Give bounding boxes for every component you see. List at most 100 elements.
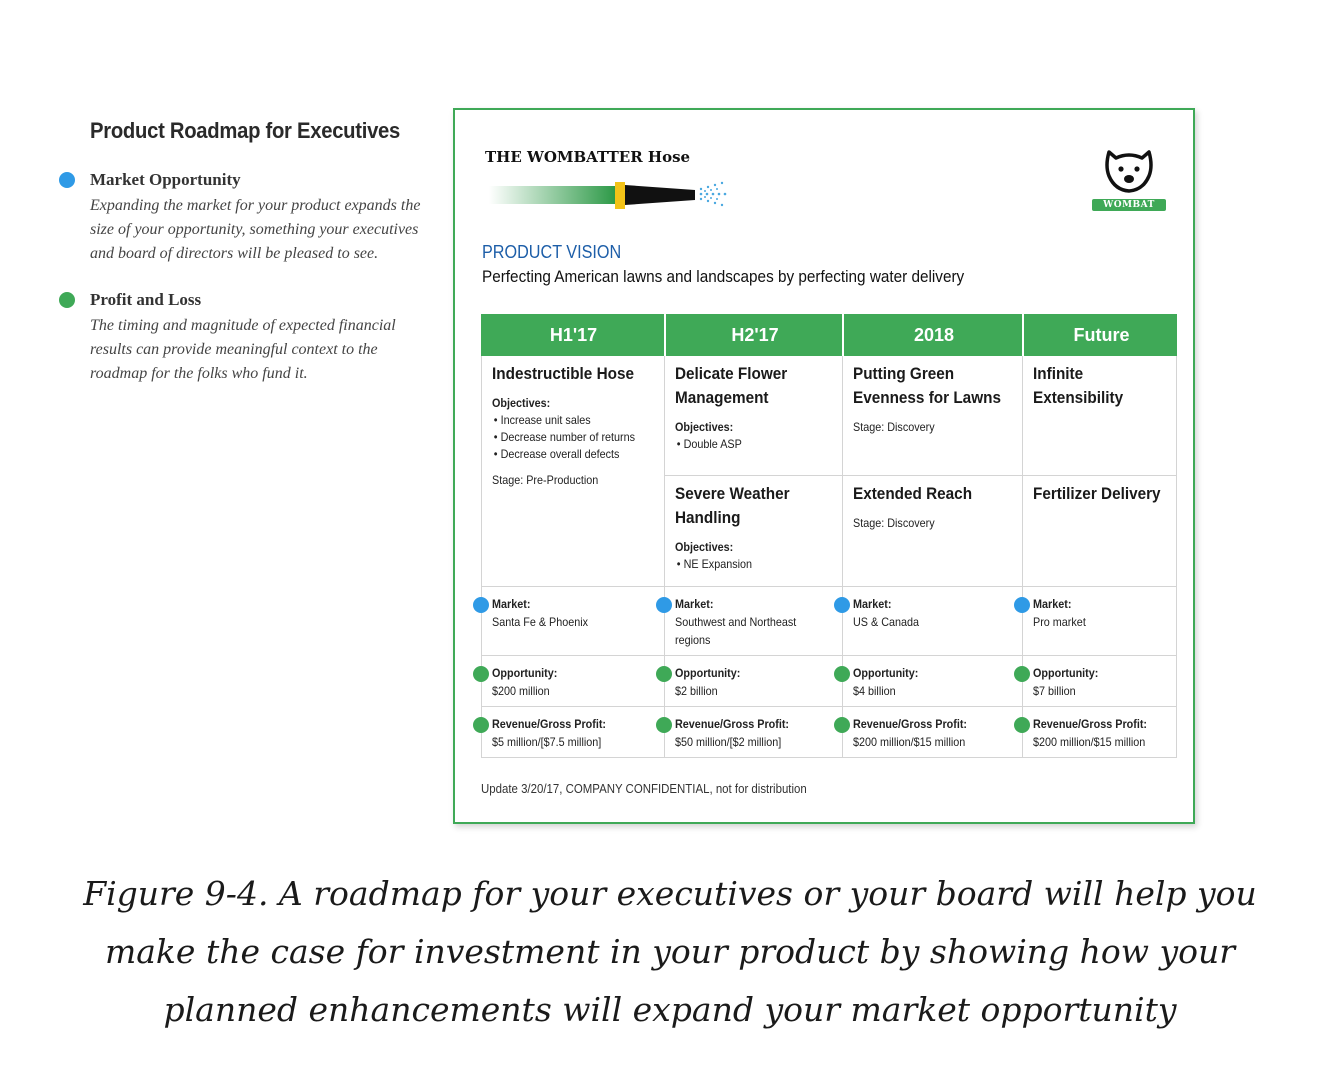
green-dot-icon [1014,666,1030,682]
market-value: Santa Fe & Phoenix [492,615,589,629]
product-vision-text: Perfecting American lawns and landscapes… [482,267,965,286]
market-label: Market: [1033,597,1072,611]
revenue-label: Revenue/Gross Profit: [1033,717,1148,731]
blue-dot-icon [473,597,489,613]
opportunity-label: Opportunity: [853,666,919,680]
objectives-block: Objectives: NE Expansion [675,538,834,573]
revenue-value: $200 million/$15 million [1033,735,1146,749]
opportunity-value: $7 billion [1033,684,1076,698]
feature-title: Indestructible Hose [492,364,634,383]
objective-item: Increase unit sales [492,412,656,429]
objective-item: Decrease number of returns [492,429,656,446]
feature-row-2: Severe Weather Handling Objectives: NE E… [664,476,1177,586]
feature-title: Delicate Flower Management [675,364,788,407]
opportunity-label: Opportunity: [492,666,558,680]
market-value: US & Canada [853,615,920,629]
feature-title: Severe Weather Handling [675,484,790,528]
blue-dot-icon [834,597,850,613]
market-label: Market: [492,597,531,611]
feature-cell-putting-green: Putting Green Evenness for Lawns Stage: … [842,356,1022,476]
opportunity-label: Opportunity: [1033,666,1099,680]
opportunity-row: Opportunity: $200 million Opportunity: $2 … [473,656,1177,707]
column-header: Future [1022,314,1177,356]
opportunity-cell: Opportunity: $7 billion [1014,656,1177,706]
objectives-label: Objectives: [675,540,734,555]
opportunity-cell: Opportunity: $200 million [473,656,664,706]
opportunity-value: $4 billion [853,684,896,698]
revenue-value: $200 million/$15 million [853,735,966,749]
feature-cell-extended-reach: Extended Reach Stage: Discovery [842,476,1022,586]
timeline-header: H1'17 H2'17 2018 Future [481,314,1177,356]
feature-cell-fertilizer-delivery: Fertilizer Delivery [1022,476,1177,586]
green-dot-icon [59,292,75,308]
column-header: H1'17 [549,325,598,345]
legend-heading: Market Opportunity [90,170,241,189]
feature-title: Infinite Extensibility [1033,364,1124,407]
revenue-cell: Revenue/Gross Profit: $5 million/[$7.5 mi… [473,707,664,757]
stage-text: Stage: Pre-Production [492,473,599,487]
stage-text: Stage: Discovery [853,516,935,531]
feature-cell-indestructible-hose: Indestructible Hose Objectives: Increase… [481,356,664,586]
revenue-label: Revenue/Gross Profit: [675,717,790,731]
feature-cell-severe-weather: Severe Weather Handling Objectives: NE E… [664,476,842,586]
wombat-logo: WOMBAT [1091,144,1167,211]
blue-dot-icon [656,597,672,613]
green-dot-icon [656,666,672,682]
confidential-note: Update 3/20/17, COMPANY CONFIDENTIAL, no… [481,781,807,796]
hose-icon [489,181,727,209]
wombat-face-icon [1105,150,1153,193]
objective-item: NE Expansion [675,556,834,573]
market-cell: Market: US & Canada [834,587,1022,655]
blue-dot-icon [1014,597,1030,613]
feature-title: Putting Green Evenness for Lawns [853,364,1001,407]
green-dot-icon [473,666,489,682]
revenue-cell: Revenue/Gross Profit: $200 million/$15 mi… [834,707,1022,757]
stage-text: Stage: Discovery [853,420,935,434]
opportunity-cell: Opportunity: $4 billion [834,656,1022,706]
column-header: H2'17 [664,314,842,356]
market-row: Market: Santa Fe & Phoenix Market: Southwe… [473,587,1177,656]
blue-dot-icon [59,172,75,188]
opportunity-value: $2 billion [675,684,718,698]
feature-title: Fertilizer Delivery [1033,484,1161,504]
green-dot-icon [473,717,489,733]
feature-cell-infinite-extensibility: Infinite Extensibility [1022,356,1177,476]
opportunity-value: $200 million [492,684,550,698]
feature-columns-right: Delicate Flower Management Objectives: D… [664,356,1177,586]
legend-item-market-opportunity: Market Opportunity Expanding the market … [56,170,436,266]
figure-caption: Figure 9-4. A roadmap for your executive… [83,874,1257,1029]
revenue-cell: Revenue/Gross Profit: $50 million/[$2 mil… [656,707,842,757]
legend-heading: Profit and Loss [90,290,202,309]
revenue-value: $5 million/[$7.5 million] [492,735,602,749]
revenue-label: Revenue/Gross Profit: [492,717,607,731]
market-cell: Market: Santa Fe & Phoenix [473,587,664,655]
revenue-label: Revenue/Gross Profit: [853,717,968,731]
market-value: Pro market [1033,615,1086,629]
logo-badge: WOMBAT [1092,199,1166,211]
market-label: Market: [853,597,892,611]
roadmap-card: THE WOMBATTER Hose WOMBAT PRODUCT VISIO [453,108,1195,824]
green-dot-icon [1014,717,1030,733]
revenue-row: Revenue/Gross Profit: $5 million/[$7.5 mi… [473,707,1177,758]
brand-name: THE WOMBATTER Hose [485,148,691,166]
green-dot-icon [834,717,850,733]
market-value: Southwest and Northeast regions [675,615,797,647]
legend: Product Roadmap for Executives Market Op… [56,118,436,386]
green-dot-icon [834,666,850,682]
column-header: 2018 [842,314,1022,356]
objectives-block: Objectives: Double ASP [675,418,834,453]
opportunity-cell: Opportunity: $2 billion [656,656,842,706]
feature-rows: Indestructible Hose Objectives: Increase… [481,356,1177,587]
legend-description: Expanding the market for your product ex… [90,197,421,262]
revenue-cell: Revenue/Gross Profit: $200 million/$15 mi… [1014,707,1177,757]
green-dot-icon [656,717,672,733]
market-cell: Market: Southwest and Northeast regions [656,587,842,655]
legend-description: The timing and magnitude of expected fin… [90,317,396,382]
market-label: Market: [675,597,714,611]
objectives-label: Objectives: [492,396,551,410]
objectives-label: Objectives: [675,420,734,434]
objective-item: Decrease overall defects [492,446,656,463]
objectives-block: Objectives: Increase unit sales Decrease… [492,394,656,489]
roadmap-grid: H1'17 H2'17 2018 Future Indestructible H… [473,314,1177,758]
feature-title: Extended Reach [853,484,973,504]
